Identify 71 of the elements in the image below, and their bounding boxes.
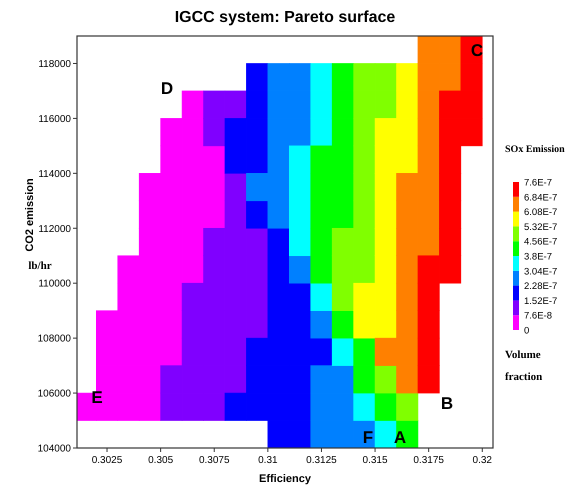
y-axis-title: CO2 emission: [24, 178, 36, 252]
point: [332, 338, 354, 366]
chart-title: IGCC system: Pareto surface: [174, 9, 396, 26]
annotation: B: [440, 394, 454, 413]
point: [224, 90, 247, 119]
point: [182, 90, 204, 119]
x-axis-title: Efficiency: [259, 473, 312, 485]
y-tick-label: 104000: [38, 444, 72, 454]
point: [246, 63, 268, 92]
y-tick-label: 112000: [38, 224, 72, 235]
x-tick-label: 0.3075: [198, 455, 230, 466]
x-tick-label: 0.32: [472, 455, 492, 466]
annotation: F: [362, 428, 374, 447]
annotation: D: [160, 79, 174, 98]
y-tick-label: 110000: [38, 278, 72, 290]
color-bar-label: 7.6E-8: [524, 310, 552, 322]
y-tick-label: 116000: [38, 114, 72, 125]
point: [396, 63, 418, 92]
color-bar-label: 2.28E-7: [524, 281, 558, 292]
point: [288, 255, 312, 284]
point: [310, 255, 332, 284]
color-bar-title: SOx Emission: [505, 144, 566, 155]
point: [268, 200, 290, 229]
annotation: C: [470, 41, 484, 60]
point: [288, 146, 312, 174]
point: [332, 63, 354, 92]
x-tick-label: 0.3025: [92, 455, 123, 466]
point: [310, 338, 332, 366]
point: [396, 365, 418, 394]
point: [310, 282, 332, 311]
point: [268, 228, 290, 256]
point: [374, 392, 397, 421]
text: Volume fraction: [505, 349, 542, 383]
point: [310, 63, 332, 92]
point: [418, 365, 440, 394]
y-tick-label: 106000: [38, 388, 72, 400]
annotation: E: [91, 388, 103, 407]
point: [374, 338, 397, 366]
point: [246, 200, 268, 229]
x-tick-label: 0.31: [258, 455, 278, 466]
point: [288, 228, 312, 256]
point: [310, 310, 332, 338]
color-bar-label: 3.04E-7: [524, 266, 558, 278]
point: [353, 365, 376, 394]
color-bar-label: 7.6E-7: [524, 178, 552, 188]
point: [332, 282, 354, 311]
color-bar-label: 0: [524, 326, 530, 336]
point: [224, 392, 247, 421]
color-bar-label: 6.08E-7: [524, 207, 558, 218]
point: [396, 392, 418, 421]
x-tick-label: 0.315: [362, 455, 388, 466]
x-tick-label: 0.3125: [306, 455, 338, 466]
color-bar-label: 1.52E-7: [524, 296, 558, 307]
point: [246, 173, 268, 202]
y-tick-label: 114000: [38, 168, 72, 180]
color-bar-label: 5.32E-7: [524, 222, 558, 233]
point: [224, 173, 247, 202]
color-bar-label: 3.8E-7: [524, 252, 552, 262]
point: [203, 118, 226, 146]
x-tick-label: 0.305: [148, 455, 174, 466]
color-bar-label: 6.84E-7: [524, 192, 558, 204]
point: [310, 118, 332, 146]
x-tick-label: 0.3175: [413, 455, 444, 466]
color-bar-label: 4.56E-7: [524, 236, 558, 248]
point: [353, 392, 376, 421]
point: [374, 365, 397, 394]
y-tick-label: 108000: [38, 334, 72, 345]
point: [332, 310, 354, 338]
text: lb/hr: [28, 260, 52, 272]
point: [353, 338, 376, 366]
y-tick-label: 118000: [38, 58, 72, 70]
